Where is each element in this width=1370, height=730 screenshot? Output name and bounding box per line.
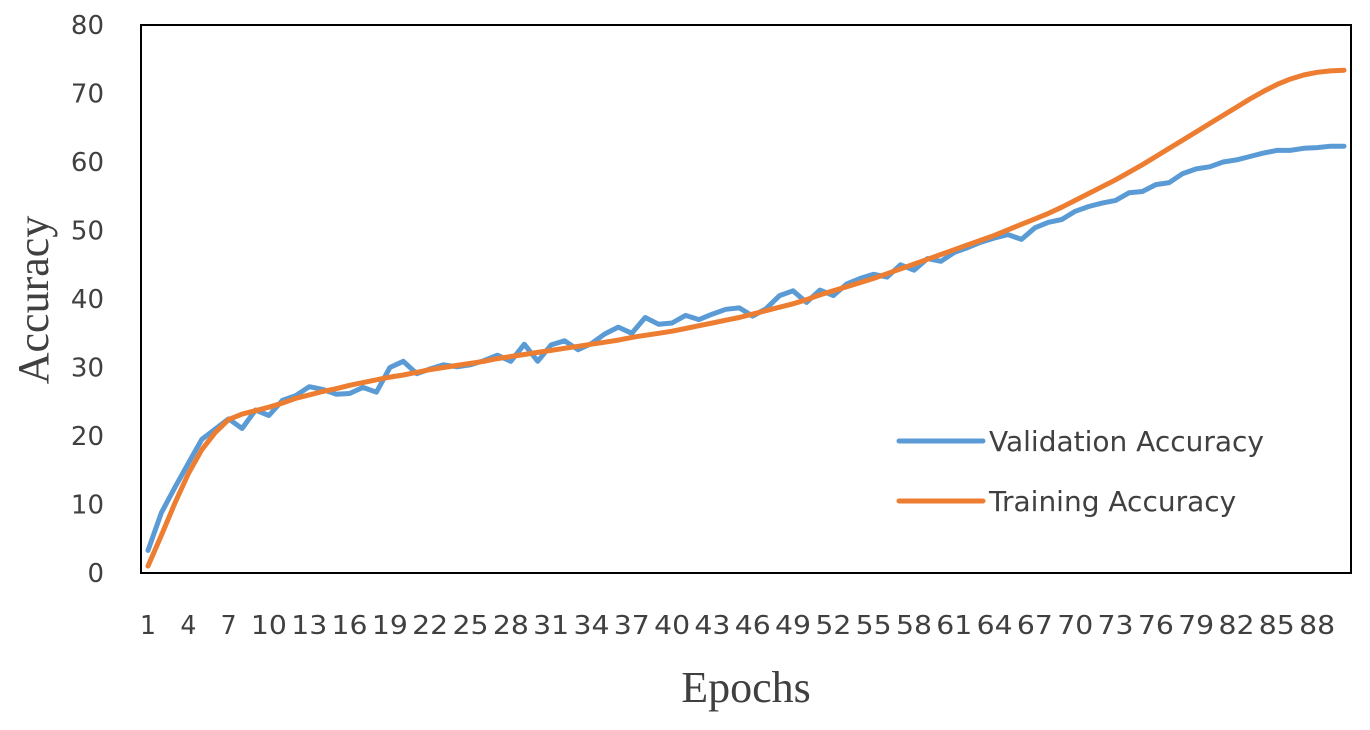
y-tick-label: 80: [71, 11, 104, 41]
x-axis-ticks: 1 4 7 10 13 16 19 22 25 28 31 34 37 40 43 46 49 52 55 58 61 6…: [140, 611, 1335, 641]
y-tick-label: 50: [71, 217, 104, 247]
x-tick-label: 1: [140, 611, 156, 641]
x-tick-label: 10: [251, 611, 287, 641]
series-line-training: [145, 67, 1347, 569]
x-tick-label: 43: [694, 611, 730, 641]
legend: Validation Accuracy Training Accuracy: [896, 425, 1264, 518]
y-tick-label: 0: [87, 559, 104, 589]
x-tick-label: 7: [221, 611, 237, 641]
x-tick-label: 85: [1259, 611, 1295, 641]
x-tick-label: 46: [735, 611, 771, 641]
x-tick-label: 88: [1299, 611, 1335, 641]
x-tick-label: 67: [1017, 611, 1053, 641]
legend-label-training: Training Accuracy: [988, 485, 1236, 518]
x-tick-label: 13: [291, 611, 327, 641]
x-tick-label: 79: [1178, 611, 1214, 641]
x-tick-label: 25: [453, 611, 489, 641]
x-tick-label: 73: [1098, 611, 1134, 641]
x-tick-label: 70: [1057, 611, 1093, 641]
x-tick-label: 64: [977, 611, 1013, 641]
x-tick-label: 58: [896, 611, 932, 641]
x-tick-label: 22: [412, 611, 448, 641]
x-axis-title: Epochs: [681, 663, 811, 712]
y-tick-label: 40: [71, 285, 104, 315]
x-tick-label: 19: [372, 611, 408, 641]
x-tick-label: 31: [533, 611, 569, 641]
x-tick-label: 49: [775, 611, 811, 641]
y-axis-title: Accuracy: [9, 216, 58, 385]
x-tick-label: 4: [180, 611, 196, 641]
x-tick-label: 55: [856, 611, 892, 641]
x-tick-label: 16: [332, 611, 368, 641]
series-lines: [145, 67, 1347, 569]
y-tick-label: 20: [71, 422, 104, 452]
plot-frame: [140, 24, 1352, 574]
legend-label-validation: Validation Accuracy: [989, 425, 1264, 458]
x-tick-label: 82: [1218, 611, 1254, 641]
y-axis-ticks: 0 10 20 30 40 50 60 70 80: [71, 11, 104, 589]
x-tick-label: 37: [614, 611, 650, 641]
x-tick-label: 40: [654, 611, 690, 641]
x-tick-label: 28: [493, 611, 529, 641]
x-tick-label: 61: [936, 611, 972, 641]
x-tick-label: 76: [1138, 611, 1174, 641]
x-tick-label: 52: [815, 611, 851, 641]
y-tick-label: 70: [71, 80, 104, 110]
x-tick-label: 34: [573, 611, 609, 641]
series-line-validation: [145, 143, 1347, 553]
y-tick-label: 60: [71, 148, 104, 178]
y-tick-label: 30: [71, 354, 104, 384]
y-tick-label: 10: [71, 491, 104, 521]
